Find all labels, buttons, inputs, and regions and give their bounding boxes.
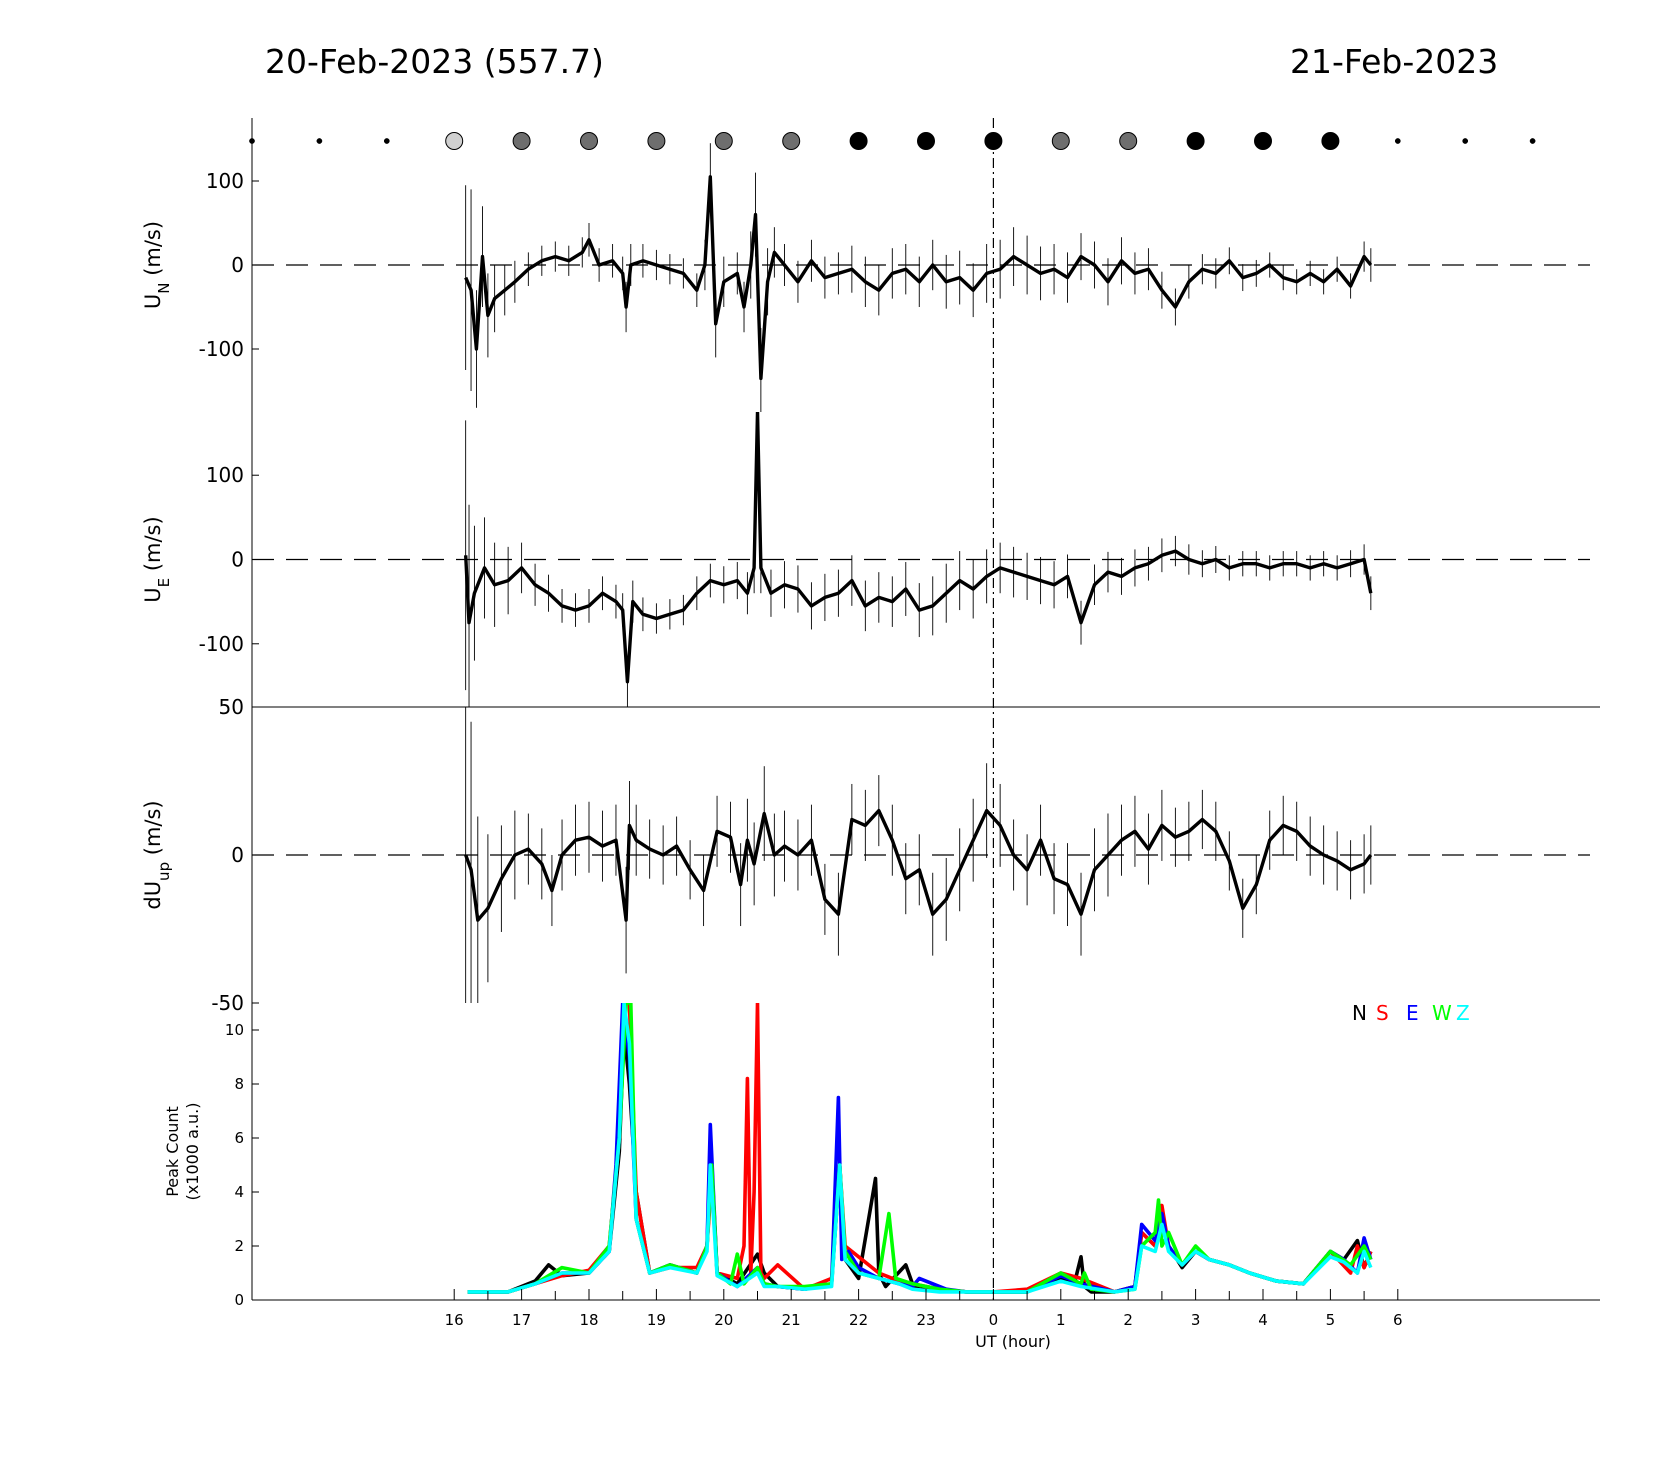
moon-marker [316,138,323,144]
legend-item-W: W [1432,1001,1452,1025]
moon-marker [1321,132,1340,150]
moon-marker [580,132,598,150]
legend-item-N: N [1352,1001,1367,1025]
x-tick-label: 4 [1258,1311,1268,1329]
moon-marker [1186,132,1205,150]
series-line [464,808,1373,922]
plot-area [464,412,1373,707]
y-tick-label: -50 [211,991,244,1015]
plot-area [467,1003,1373,1294]
y-tick-label: 4 [234,1183,244,1201]
moon-marker [383,138,390,144]
legend-item-S: S [1376,1001,1389,1025]
moon-marker [647,132,666,150]
moon-marker [714,132,733,150]
series-line [464,412,1373,684]
x-tick-label: 22 [849,1311,868,1329]
moon-marker [849,132,868,150]
panel-un: 100 0 -100 UN (m/s) [141,118,1590,412]
y-tick-label: 100 [206,463,244,487]
series-line-Z [467,1003,1373,1294]
x-tick-label: 17 [512,1311,531,1329]
x-tick-label: 23 [916,1311,935,1329]
moon-marker [1051,132,1070,150]
moon-marker [1529,138,1536,144]
moon-marker [917,132,935,150]
moon-marker [445,132,464,150]
panel-ue: 100 0 -100 UE (m/s) [141,412,1590,707]
plot-area [464,143,1373,412]
title-right-date: 21-Feb-2023 [1290,42,1499,81]
y-tick-label: 0 [231,548,244,572]
y-tick-label: 0 [231,843,244,867]
y-tick-label: -100 [199,337,244,361]
y-tick-label: 2 [234,1237,244,1255]
moon-marker [1254,132,1272,150]
y-tick-label: 6 [234,1129,244,1147]
y-tick-label: 10 [225,1021,244,1039]
x-tick-label: 16 [445,1311,464,1329]
panel-peak: 0 2 4 6 8 10 Peak Count (x1000 a.u.) [163,1003,1373,1309]
x-tick-label: 0 [989,1311,999,1329]
x-axis: 16 17 18 19 20 21 22 23 0 1 2 3 4 5 6UT (hour) [252,1289,1600,1351]
moon-marker [782,132,801,150]
x-tick-label: 21 [782,1311,801,1329]
legend-item-E: E [1406,1001,1419,1025]
series-line-E [467,1003,1373,1294]
y-tick-label: 100 [206,169,244,193]
y-tick-label: 0 [234,1291,244,1309]
x-axis-label: UT (hour) [975,1332,1051,1351]
x-tick-label: 2 [1123,1311,1133,1329]
title-left-date: 20-Feb-2023 (557.7) [265,42,604,81]
moon-marker [512,132,531,150]
y-axis-label: dUup (m/s) [141,800,173,909]
plot-area [464,707,1373,1003]
y-tick-label: 8 [234,1075,244,1093]
x-tick-label: 18 [579,1311,598,1329]
legend-item-Z: Z [1456,1001,1470,1025]
series-line-S [467,1003,1373,1294]
panel-dup: 50 0 -50 dUup (m/s) [141,695,1600,1015]
y-axis-label: UE (m/s) [141,516,173,602]
y-axis-label-unit: (x1000 a.u.) [183,1103,202,1201]
x-tick-label: 20 [714,1311,733,1329]
y-axis-label: Peak Count [163,1106,182,1197]
x-tick-label: 5 [1326,1311,1336,1329]
y-tick-label: -100 [199,632,244,656]
x-tick-label: 6 [1393,1311,1403,1329]
moon-marker-row [249,132,1536,150]
x-tick-label: 1 [1056,1311,1066,1329]
moon-marker [1462,138,1469,144]
series-line-W [467,1003,1373,1294]
series-line [464,175,1373,381]
x-tick-label: 3 [1191,1311,1201,1329]
x-tick-label: 19 [647,1311,666,1329]
y-tick-label: 0 [231,253,244,277]
moon-marker [1119,132,1138,150]
y-axis-label: UN (m/s) [141,221,173,309]
y-tick-label: 50 [219,695,244,719]
moon-marker [1394,138,1401,144]
